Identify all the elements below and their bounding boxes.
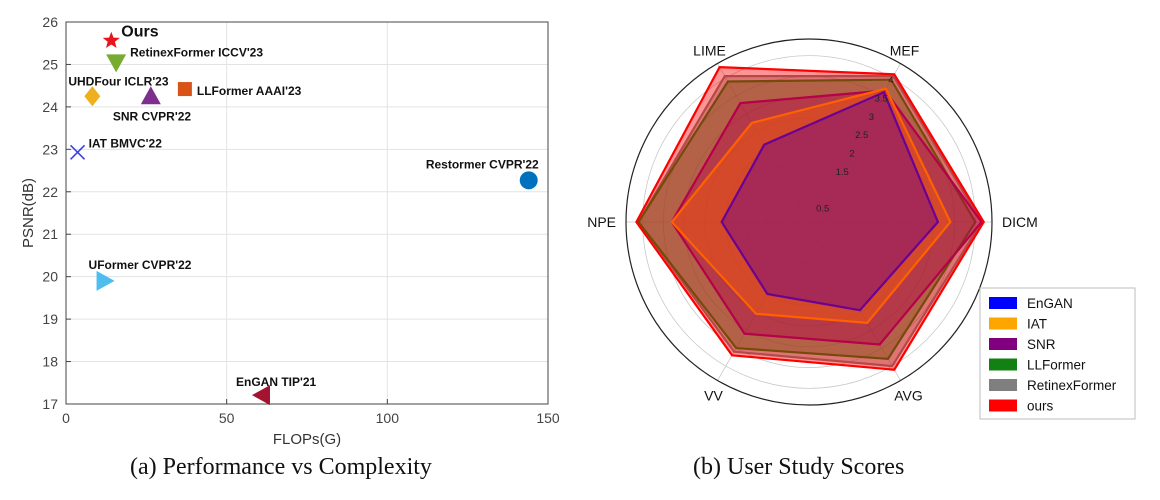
legend-label-retinexformer: RetinexFormer [1027, 378, 1117, 393]
engan-tip-21-marker [252, 385, 271, 406]
restormer-cvpr-22-label: Restormer CVPR'22 [426, 157, 539, 171]
axis-label-dicm: DICM [1002, 214, 1038, 230]
legend-swatch-llformer [989, 358, 1017, 371]
axis-label-mef: MEF [890, 43, 920, 59]
ours-marker [102, 31, 120, 48]
y-tick-label: 18 [42, 354, 58, 370]
ours-label: Ours [121, 24, 158, 41]
y-tick-label: 24 [42, 99, 58, 115]
caption-radar: (b) User Study Scores [693, 454, 905, 480]
legend-swatch-snr [989, 338, 1017, 350]
y-tick-label: 26 [42, 14, 58, 30]
x-tick-label: 150 [536, 410, 560, 426]
y-tick-label: 21 [42, 226, 58, 242]
axis-label-npe: NPE [587, 214, 616, 230]
y-axis-label: PSNR(dB) [20, 178, 37, 248]
ring-label: 4 [888, 75, 893, 86]
x-tick-label: 0 [62, 410, 70, 426]
caption-scatter: (a) Performance vs Complexity [130, 454, 432, 480]
legend-label-snr: SNR [1027, 337, 1056, 352]
series-llformer [637, 78, 977, 361]
legend-label-llformer: LLFormer [1027, 358, 1086, 373]
x-tick-label: 50 [219, 410, 235, 426]
y-tick-label: 22 [42, 184, 58, 200]
radar-spoke [717, 221, 810, 381]
legend-swatch-iat [989, 317, 1017, 330]
y-tick-label: 19 [42, 311, 58, 327]
uformer-cvpr-22-marker [96, 270, 115, 291]
iat-bmvc-22-label: IAT BMVC'22 [89, 136, 163, 150]
llformer-aaai-23-label: LLFormer AAAI'23 [197, 84, 302, 98]
retinexformer-iccv-23-marker [106, 54, 127, 73]
legend-label-engan: EnGAN [1027, 296, 1073, 311]
axis-label-lime: LIME [693, 43, 726, 59]
legend-label-ours: ours [1027, 399, 1054, 414]
y-tick-label: 20 [42, 269, 58, 285]
legend-swatch-ours [989, 399, 1017, 412]
uhdfour-iclr-23-marker [84, 86, 101, 107]
uformer-cvpr-22-label: UFormer CVPR'22 [89, 258, 192, 272]
y-tick-label: 17 [42, 396, 58, 412]
y-tick-label: 23 [42, 141, 58, 157]
ring-label: 1.5 [836, 167, 849, 178]
plot-area [66, 22, 548, 404]
retinexformer-iccv-23-label: RetinexFormer ICCV'23 [130, 45, 263, 59]
plot-frame [65, 21, 549, 405]
series-ours [635, 65, 985, 371]
x-tick-label: 100 [376, 410, 400, 426]
legend-box [979, 287, 1136, 420]
restormer-cvpr-22-marker [519, 171, 538, 190]
legend-swatch-engan [989, 297, 1017, 309]
ring-label: 2 [849, 149, 854, 160]
axis-label-vv: VV [704, 387, 723, 403]
ring-label: 0.5 [816, 204, 829, 215]
scatter-chart: 0 50 100 150 17 18 19 20 21 22 23 24 25 26 FLOPs(G) PSN… [20, 14, 560, 448]
snr-cvpr-22-label: SNR CVPR'22 [113, 109, 192, 123]
radar-outer-ring [625, 38, 993, 406]
iat-bmvc-22-marker [70, 144, 86, 160]
radar-chart: 0.5 1.522.533.54 DICM MEF LIME NPE VV AVG EnGAN I… [587, 38, 1136, 420]
engan-tip-21-label: EnGAN TIP'21 [236, 375, 317, 389]
radar-spoke [808, 221, 901, 381]
radar-spoke [717, 63, 810, 223]
uhdfour-iclr-23-label: UHDFour ICLR'23 [68, 74, 169, 88]
axis-label-avg: AVG [894, 387, 923, 403]
y-tick-label: 25 [42, 56, 58, 72]
legend-swatch-retinexformer [989, 379, 1017, 391]
ring-label: 3.5 [875, 93, 888, 104]
ring-label: 2.5 [855, 130, 868, 141]
llformer-aaai-23-marker [177, 82, 192, 97]
series-engan [720, 90, 940, 312]
series-iat [670, 87, 952, 325]
x-axis-label: FLOPs(G) [273, 431, 341, 448]
ring-label: 3 [869, 112, 874, 123]
snr-cvpr-22-marker [140, 86, 161, 105]
legend-label-iat: IAT [1027, 317, 1047, 332]
